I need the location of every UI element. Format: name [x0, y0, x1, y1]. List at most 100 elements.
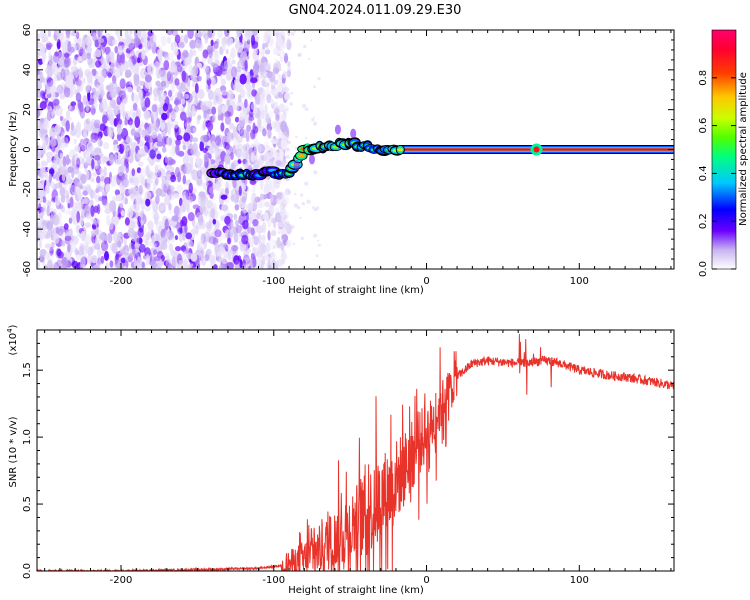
colorbar-tick-label: 0.2 — [698, 213, 709, 229]
noise-cell — [164, 230, 170, 239]
noise-cell — [241, 203, 249, 214]
noise-cell — [190, 253, 198, 262]
snr-scale-exponent: 4 — [6, 328, 14, 333]
noise-cell — [61, 256, 69, 269]
noise-cell — [253, 211, 260, 219]
noise-cell — [178, 259, 184, 266]
noise-cell — [118, 65, 123, 73]
noise-cell — [42, 55, 46, 64]
noise-cell — [89, 189, 97, 199]
noise-cell — [235, 219, 240, 227]
y-tick-label: 0 — [22, 146, 33, 152]
noise-cell — [94, 154, 101, 161]
noise-cell — [133, 72, 140, 83]
noise-cell — [161, 112, 168, 121]
noise-cell — [156, 72, 161, 79]
noise-cell — [294, 192, 297, 196]
noise-cell — [180, 245, 187, 252]
noise-cell — [260, 105, 266, 111]
noise-cell — [82, 77, 86, 84]
noise-cell — [94, 91, 103, 100]
noise-cell — [214, 87, 222, 97]
noise-cell — [146, 178, 153, 184]
noise-cell — [65, 120, 71, 132]
noise-cell — [152, 120, 159, 131]
noise-cell — [66, 194, 70, 206]
noise-cell — [267, 230, 271, 241]
noise-cell — [235, 225, 242, 234]
noise-cell — [120, 210, 126, 217]
y-tick-label: 60 — [22, 24, 33, 37]
noise-cell — [85, 100, 90, 112]
noise-cell — [261, 90, 267, 96]
noise-cell — [109, 260, 114, 268]
noise-cell — [50, 79, 56, 89]
noise-cell — [152, 201, 157, 210]
noise-cell — [109, 200, 117, 213]
noise-cell — [187, 101, 191, 112]
noise-cell — [197, 114, 202, 121]
snr-y-ticks: 0.0 0.5 1.0 1.5 — [22, 342, 674, 579]
spectrogram-panel: -200 -100 0 100 60 40 20 0 -20 -40 -60 Height of … — [8, 24, 675, 296]
noise-cell — [99, 123, 107, 131]
noise-cell — [155, 188, 163, 197]
x-tick-label: 100 — [570, 276, 589, 287]
noise-cell — [182, 232, 186, 241]
noise-cell — [240, 88, 246, 99]
noise-cell — [65, 110, 71, 119]
noise-cell — [104, 177, 111, 185]
noise-cell — [210, 39, 214, 47]
noise-cell — [156, 135, 161, 142]
noise-cell — [227, 89, 234, 101]
noise-cell — [101, 184, 108, 196]
noise-cell — [212, 114, 216, 122]
noise-cell — [252, 185, 256, 196]
noise-cell — [113, 105, 121, 115]
noise-cell — [208, 89, 214, 101]
noise-cell — [155, 165, 159, 174]
noise-cell — [104, 250, 109, 261]
noise-cell — [207, 30, 213, 38]
noise-cell — [105, 183, 111, 193]
noise-cell — [251, 128, 257, 139]
noise-cell — [79, 263, 86, 269]
noise-cell — [273, 79, 279, 85]
noise-cell — [108, 219, 114, 231]
noise-cell — [85, 35, 92, 47]
noise-cell — [185, 247, 193, 255]
noise-cell — [183, 94, 190, 99]
noise-cell — [208, 146, 215, 155]
noise-cell — [78, 67, 83, 79]
noise-cell — [264, 42, 269, 48]
noise-cell — [49, 126, 56, 132]
noise-cell — [95, 60, 102, 68]
noise-cell — [202, 120, 207, 130]
noise-cell — [93, 119, 101, 129]
noise-cell — [41, 219, 48, 231]
noise-cell — [98, 233, 106, 240]
colorbar: 0.0 0.2 0.4 0.6 0.8 Normalized spectral ampl… — [698, 29, 749, 277]
noise-cell — [59, 152, 63, 159]
noise-cell — [233, 213, 238, 220]
noise-cell — [60, 240, 66, 247]
noise-cell — [151, 103, 157, 113]
noise-cell — [92, 32, 97, 42]
noise-cell — [80, 139, 87, 151]
noise-cell — [37, 149, 41, 162]
noise-cell — [165, 251, 170, 262]
noise-cell — [77, 99, 82, 110]
noise-cell — [52, 98, 60, 107]
noise-cell — [64, 235, 72, 241]
noise-cell — [248, 265, 252, 269]
noise-cell — [258, 214, 264, 222]
noise-cell — [250, 227, 255, 236]
noise-cell — [265, 79, 270, 90]
noise-cell — [177, 228, 183, 235]
noise-cell — [225, 244, 229, 252]
noise-cell — [65, 154, 70, 166]
noise-cell — [313, 208, 317, 211]
noise-cell — [41, 143, 47, 156]
noise-cell — [264, 64, 271, 71]
noise-cell — [51, 61, 57, 70]
noise-cell — [244, 60, 248, 72]
